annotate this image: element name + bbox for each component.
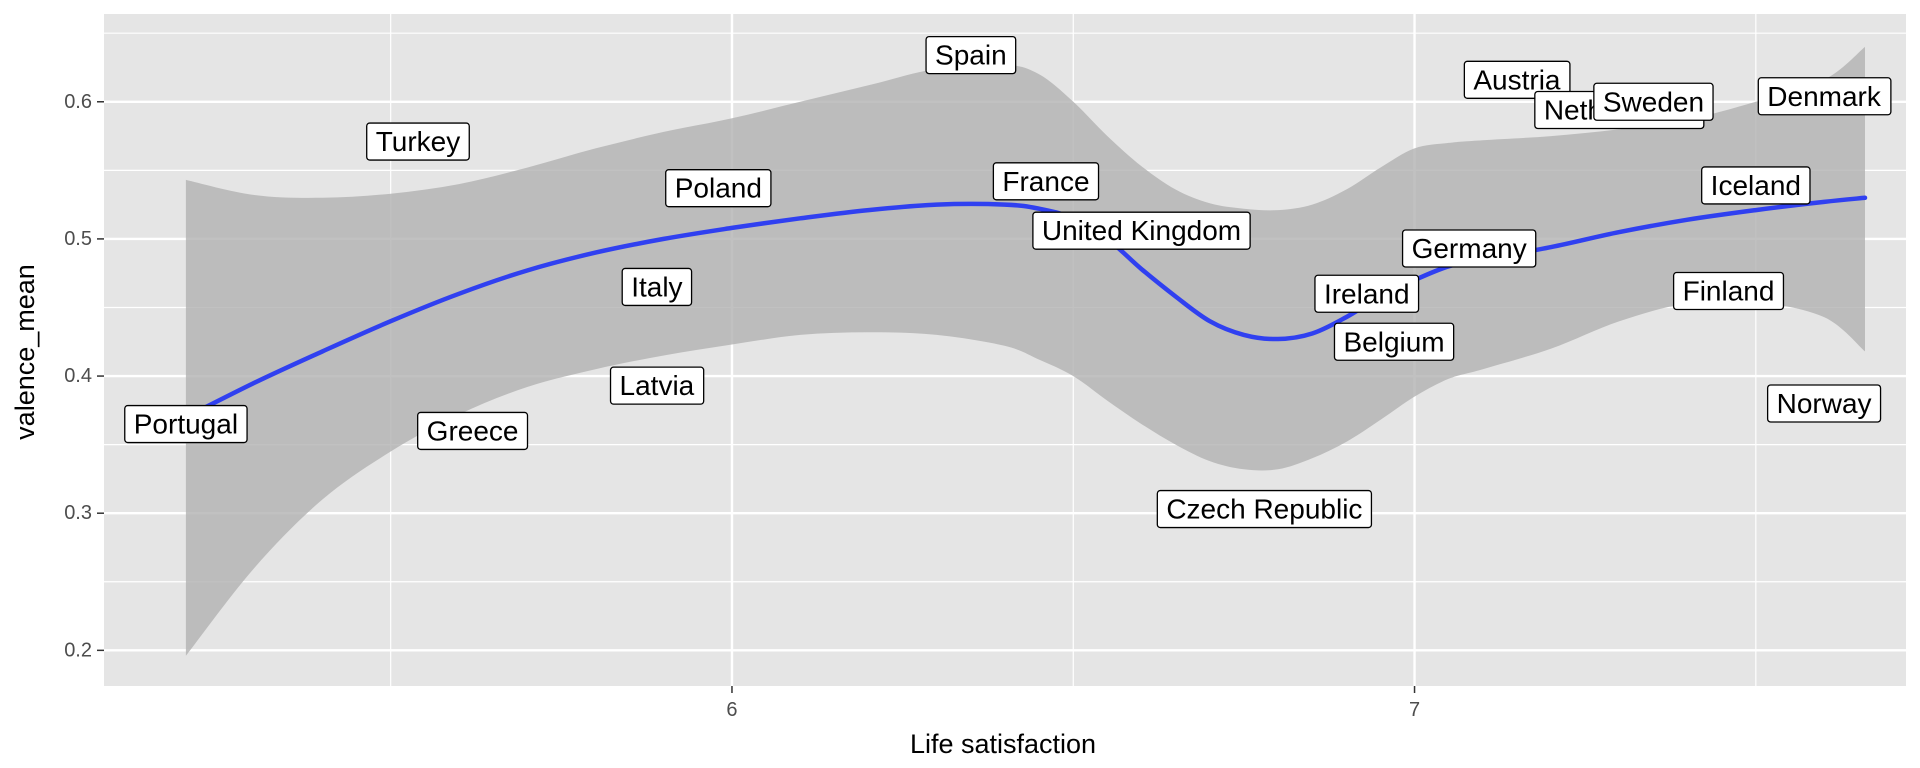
point-label-greece: Greece <box>417 411 529 451</box>
y-tick-label: 0.5 <box>64 228 92 250</box>
confidence-ribbon-group <box>185 46 1865 656</box>
point-label-text: Iceland <box>1711 170 1801 201</box>
point-label-text: Portugal <box>134 409 238 440</box>
point-label-box <box>1314 274 1420 313</box>
point-label-text: Belgium <box>1343 326 1444 357</box>
point-label-france: France <box>992 162 1100 201</box>
point-label-text: Turkey <box>376 126 461 157</box>
point-label-box <box>1766 384 1882 423</box>
point-label-finland: Finland <box>1672 271 1785 311</box>
point-label-box <box>1032 211 1251 250</box>
point-label-box <box>992 162 1100 201</box>
point-label-box <box>1156 489 1373 529</box>
point-label-box <box>1333 322 1455 361</box>
point-label-text: Austria <box>1473 64 1561 95</box>
y-axis-title: valence_mean <box>10 264 40 440</box>
point-label-germany: Germany <box>1401 229 1537 268</box>
point-label-text: Czech Republic <box>1166 494 1362 525</box>
point-label-turkey: Turkey <box>366 122 470 161</box>
point-label-text: Latvia <box>620 370 695 401</box>
point-label-norway: Norway <box>1766 384 1882 423</box>
point-label-text: Spain <box>935 40 1007 71</box>
point-label-czech-republic: Czech Republic <box>1156 489 1373 529</box>
confidence-ribbon <box>185 46 1865 656</box>
point-label-box <box>1463 60 1571 99</box>
point-label-box <box>1701 166 1811 205</box>
point-label-box <box>621 267 693 307</box>
x-axis-title: Life satisfaction <box>910 729 1096 759</box>
point-label-iceland: Iceland <box>1701 166 1811 205</box>
x-tick-label: 6 <box>726 699 737 721</box>
point-label-text: Norway <box>1777 388 1872 419</box>
point-label-united-kingdom: United Kingdom <box>1032 211 1251 250</box>
point-label-box <box>665 169 772 208</box>
point-label-latvia: Latvia <box>609 366 705 405</box>
point-label-box <box>1757 77 1892 116</box>
point-label-box <box>1672 271 1785 311</box>
point-label-italy: Italy <box>621 267 693 307</box>
point-label-box <box>417 411 529 451</box>
point-label-poland: Poland <box>665 169 772 208</box>
point-label-text: Sweden <box>1603 86 1704 117</box>
point-label-text: France <box>1002 166 1089 197</box>
smooth-line <box>183 195 1868 420</box>
point-label-sweden: Sweden <box>1593 82 1714 121</box>
y-tick-label: 0.2 <box>64 639 92 661</box>
point-label-text: United Kingdom <box>1042 215 1241 246</box>
y-tick-label: 0.6 <box>64 91 92 113</box>
point-label-text: Germany <box>1412 233 1527 264</box>
x-tick-label: 7 <box>1409 699 1420 721</box>
point-label-box <box>925 35 1017 75</box>
point-label-ireland: Ireland <box>1314 274 1420 313</box>
point-label-box <box>609 366 705 405</box>
point-label-text: Ireland <box>1324 278 1410 309</box>
point-label-box <box>124 404 248 444</box>
point-label-denmark: Denmark <box>1757 77 1892 116</box>
point-label-box <box>1593 82 1714 121</box>
point-label-text: Poland <box>675 173 762 204</box>
point-label-text: Finland <box>1683 276 1775 307</box>
point-label-text: Denmark <box>1767 81 1882 112</box>
y-tick-label: 0.3 <box>64 502 92 524</box>
point-label-box <box>1401 229 1537 268</box>
smooth-line-group <box>183 195 1868 420</box>
point-label-text: Italy <box>631 271 682 302</box>
point-labels: Portugal Turkey Greece Latvia Italy Poland Spa… <box>124 35 1892 529</box>
y-tick-label: 0.4 <box>64 365 92 387</box>
point-label-text: Greece <box>427 415 519 446</box>
point-label-spain: Spain <box>925 35 1017 75</box>
point-label-portugal: Portugal <box>124 404 248 444</box>
axes: 0.2 0.3 0.4 0.5 0.6 6 7 <box>64 91 1420 721</box>
point-label-belgium: Belgium <box>1333 322 1455 361</box>
point-label-box <box>366 122 470 161</box>
point-label-austria: Austria <box>1463 60 1571 99</box>
